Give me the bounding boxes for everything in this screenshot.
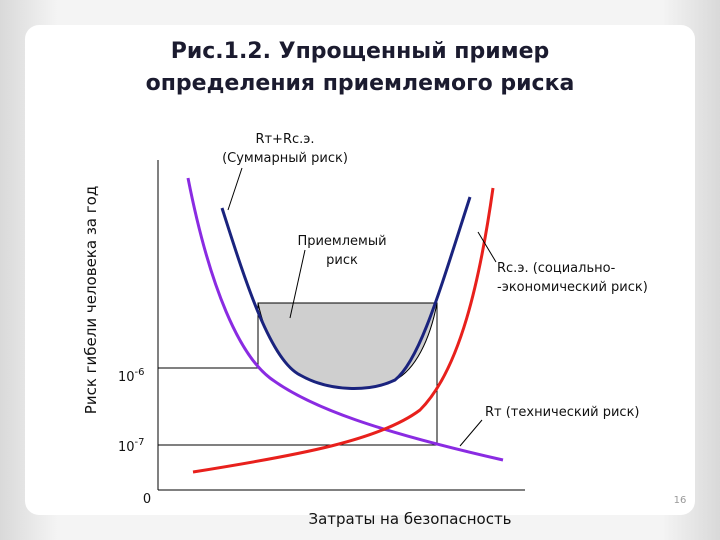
- technical-risk-curve: [186, 177, 504, 462]
- y-axis-label: Риск гибели человека за год: [82, 186, 100, 414]
- annotation: Приемлемый: [297, 234, 386, 249]
- leader-line: [459, 419, 483, 447]
- tick-exponent: -7: [135, 437, 145, 448]
- annotation: Rс.э. (социально-: [497, 261, 616, 276]
- annotation: (Суммарный риск): [222, 151, 348, 166]
- leader-line: [477, 231, 497, 263]
- origin-label: 0: [143, 492, 151, 507]
- tick-exponent: -6: [135, 367, 145, 378]
- x-axis-label: Затраты на безопасность: [308, 510, 511, 528]
- annotation: риск: [326, 253, 358, 268]
- leader-line: [289, 249, 306, 319]
- total-risk-curve: [220, 196, 472, 390]
- annotation: Rт+Rс.э.: [255, 132, 314, 147]
- tick-base: 10: [118, 370, 135, 385]
- title-line: определения приемлемого риска: [146, 71, 575, 96]
- annotation: Rт (технический риск): [485, 405, 640, 420]
- y-tick-label: 10-7: [118, 437, 145, 455]
- leader-line: [227, 167, 243, 211]
- slide-panel: [25, 25, 695, 515]
- title-line: Рис.1.2. Упрощенный пример: [171, 39, 550, 64]
- annotation: -экономический риск): [497, 280, 648, 295]
- tick-base: 10: [118, 440, 135, 455]
- y-tick-label: 10-6: [118, 367, 145, 385]
- page-number: 16: [674, 495, 687, 506]
- socio-economic-risk-curve: [192, 187, 495, 474]
